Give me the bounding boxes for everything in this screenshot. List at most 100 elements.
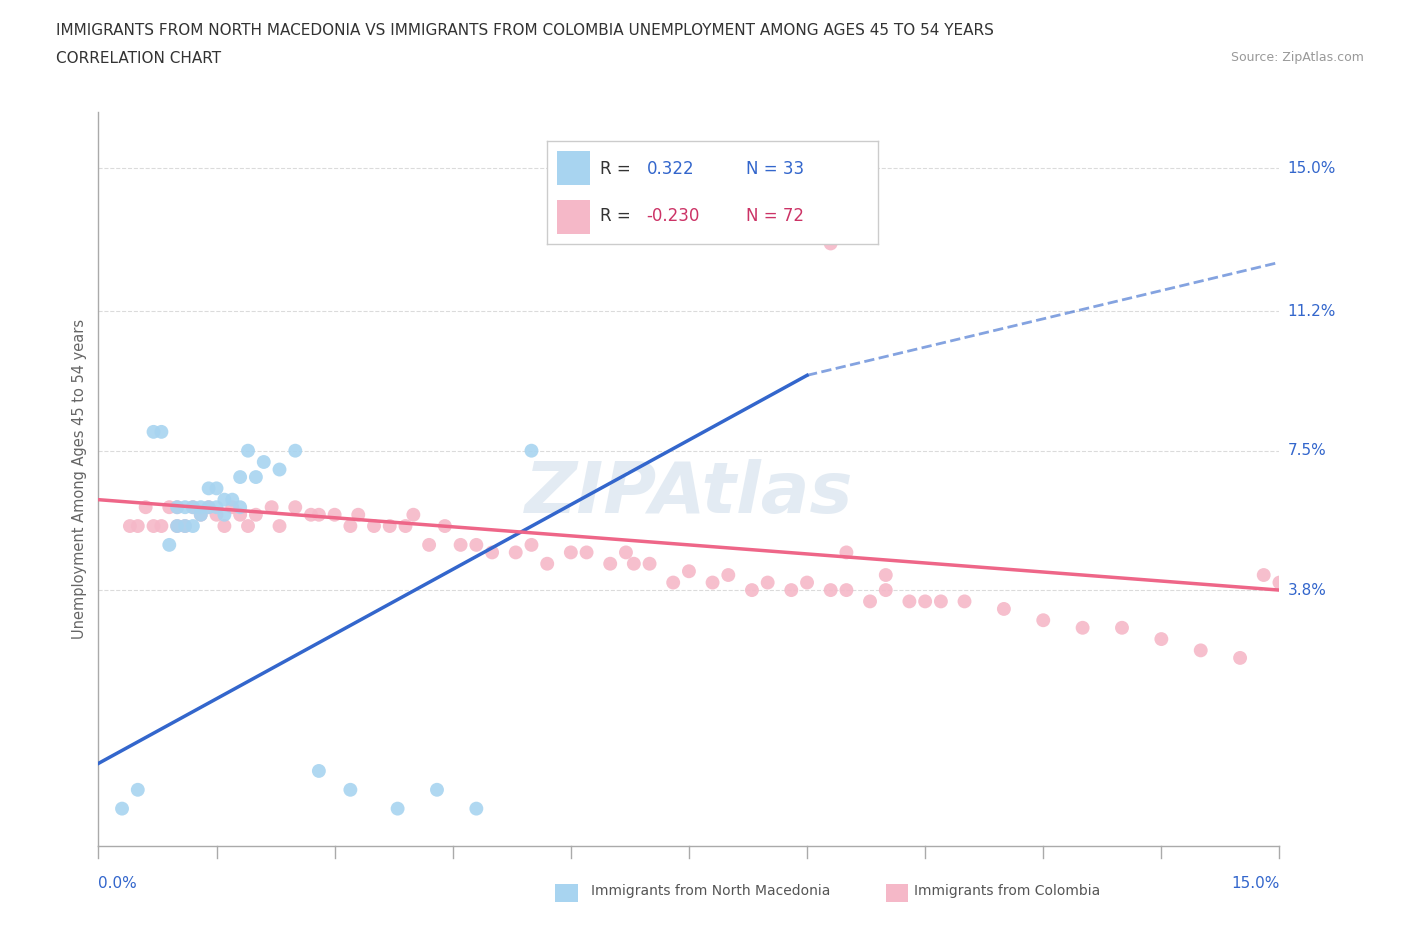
Point	[717, 567, 740, 582]
Point	[1032, 613, 1054, 628]
Point	[229, 470, 252, 485]
Point	[221, 499, 243, 514]
Point	[929, 594, 952, 609]
Text: 7.5%: 7.5%	[1288, 444, 1326, 458]
Point	[205, 481, 228, 496]
Point	[387, 801, 409, 816]
Y-axis label: Unemployment Among Ages 45 to 54 years: Unemployment Among Ages 45 to 54 years	[72, 319, 87, 639]
Point	[1071, 620, 1094, 635]
Point	[614, 545, 637, 560]
Point	[741, 583, 763, 598]
Point	[433, 519, 456, 534]
Point	[780, 583, 803, 598]
Point	[426, 782, 449, 797]
Point	[181, 519, 204, 534]
Point	[1253, 567, 1275, 582]
Point	[127, 782, 149, 797]
Point	[450, 538, 472, 552]
Point	[236, 519, 259, 534]
Point	[253, 455, 276, 470]
Point	[820, 236, 842, 251]
Point	[323, 507, 346, 522]
Text: 11.2%: 11.2%	[1288, 304, 1336, 319]
Point	[1150, 631, 1173, 646]
Point	[214, 492, 236, 507]
Text: 3.8%: 3.8%	[1288, 582, 1327, 598]
Point	[181, 499, 204, 514]
Point	[142, 424, 165, 439]
Point	[599, 556, 621, 571]
Point	[394, 519, 416, 534]
Point	[157, 499, 180, 514]
Text: 0.0%: 0.0%	[98, 876, 138, 892]
Point	[308, 507, 330, 522]
Point	[174, 499, 197, 514]
Point	[1111, 620, 1133, 635]
Text: Source: ZipAtlas.com: Source: ZipAtlas.com	[1230, 51, 1364, 64]
Point	[835, 583, 858, 598]
Point	[418, 538, 440, 552]
Point	[214, 507, 236, 522]
Text: 15.0%: 15.0%	[1288, 161, 1336, 176]
Point	[166, 519, 188, 534]
Point	[796, 575, 818, 590]
Point	[347, 507, 370, 522]
Point	[214, 519, 236, 534]
Point	[363, 519, 385, 534]
Point	[339, 782, 361, 797]
Point	[402, 507, 425, 522]
Point	[678, 564, 700, 578]
Point	[142, 519, 165, 534]
Point	[560, 545, 582, 560]
Point	[953, 594, 976, 609]
Point	[875, 583, 897, 598]
Text: Immigrants from Colombia: Immigrants from Colombia	[914, 884, 1099, 898]
Point	[465, 538, 488, 552]
Point	[118, 519, 141, 534]
Point	[481, 545, 503, 560]
Point	[269, 462, 291, 477]
Point	[166, 499, 188, 514]
Point	[245, 507, 267, 522]
Text: CORRELATION CHART: CORRELATION CHART	[56, 51, 221, 66]
Point	[638, 556, 661, 571]
Point	[914, 594, 936, 609]
Point	[520, 538, 543, 552]
Point	[174, 519, 197, 534]
Point	[190, 499, 212, 514]
Point	[820, 583, 842, 598]
Point	[245, 470, 267, 485]
Point	[205, 499, 228, 514]
Point	[1189, 643, 1212, 658]
Text: 15.0%: 15.0%	[1232, 876, 1279, 892]
Point	[835, 545, 858, 560]
Point	[229, 499, 252, 514]
Point	[190, 507, 212, 522]
Point	[197, 499, 219, 514]
Point	[662, 575, 685, 590]
Text: IMMIGRANTS FROM NORTH MACEDONIA VS IMMIGRANTS FROM COLOMBIA UNEMPLOYMENT AMONG A: IMMIGRANTS FROM NORTH MACEDONIA VS IMMIG…	[56, 23, 994, 38]
Point	[269, 519, 291, 534]
Point	[339, 519, 361, 534]
Point	[875, 567, 897, 582]
Point	[465, 801, 488, 816]
Point	[898, 594, 921, 609]
Point	[505, 545, 527, 560]
Point	[756, 575, 779, 590]
Point	[378, 519, 401, 534]
Point	[166, 499, 188, 514]
Point	[299, 507, 322, 522]
Point	[702, 575, 724, 590]
Point	[111, 801, 134, 816]
Point	[166, 519, 188, 534]
Point	[221, 492, 243, 507]
Point	[623, 556, 645, 571]
Point	[157, 538, 180, 552]
Point	[229, 507, 252, 522]
Text: ZIPAtlas: ZIPAtlas	[524, 459, 853, 528]
Point	[536, 556, 558, 571]
Point	[260, 499, 283, 514]
Text: Immigrants from North Macedonia: Immigrants from North Macedonia	[591, 884, 830, 898]
Point	[174, 519, 197, 534]
Point	[520, 444, 543, 458]
